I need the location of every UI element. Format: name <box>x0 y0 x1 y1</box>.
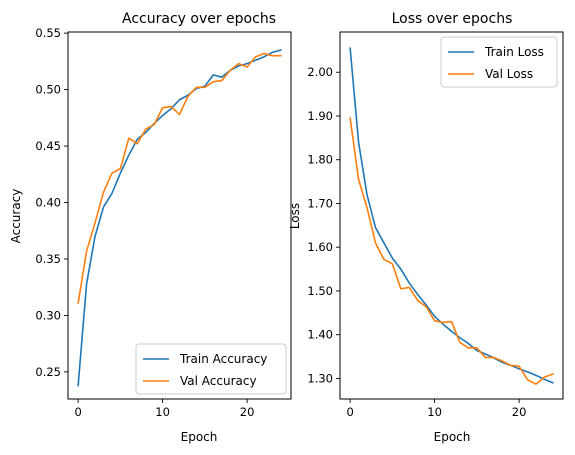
accuracy-legend-label-train: Train Accuracy <box>179 352 267 366</box>
accuracy-y-tick-label: 0.35 <box>35 252 61 266</box>
accuracy-chart-title: Accuracy over epochs <box>122 11 276 27</box>
accuracy-y-tick-label: 0.40 <box>35 196 61 210</box>
accuracy-series-line-val <box>77 52 282 304</box>
loss-x-tick-label: 0 <box>346 405 353 419</box>
loss-y-axis-label: Loss <box>288 203 302 229</box>
accuracy-y-tick-label: 0.30 <box>35 308 61 322</box>
loss-plot-frame <box>339 31 564 400</box>
loss-legend-label-train: Train Loss <box>484 45 544 59</box>
loss-y-tick-label: 1.90 <box>307 109 333 123</box>
loss-chart-title: Loss over epochs <box>392 11 513 27</box>
loss-y-tick-label: 1.30 <box>307 371 333 385</box>
accuracy-series-line-train <box>77 49 282 387</box>
accuracy-y-axis-label: Accuracy <box>9 189 23 244</box>
loss-y-tick-label: 1.70 <box>307 196 333 210</box>
loss-x-axis-label: Epoch <box>434 430 471 444</box>
loss-y-tick-label: 1.60 <box>307 240 333 254</box>
loss-series-line-train <box>349 47 554 384</box>
loss-subplot: Loss over epochs Epoch Loss 0 10 20 1.30 1.4… <box>288 11 564 444</box>
loss-series-line-val <box>349 117 554 385</box>
loss-y-tick-label: 1.40 <box>307 328 333 342</box>
accuracy-y-tick-label: 0.55 <box>35 26 61 40</box>
accuracy-y-tick-label: 0.50 <box>35 83 61 97</box>
accuracy-x-axis-label: Epoch <box>181 430 218 444</box>
loss-x-tick-label: 10 <box>427 405 442 419</box>
accuracy-x-tick-label: 0 <box>74 405 81 419</box>
accuracy-legend: Train Accuracy Val Accuracy <box>135 343 287 395</box>
loss-x-tick-label: 20 <box>512 405 527 419</box>
accuracy-subplot: Accuracy over epochs Epoch Accuracy 0 10 2… <box>9 11 292 444</box>
loss-y-tick-label: 1.80 <box>307 153 333 167</box>
accuracy-plot-frame <box>67 31 292 400</box>
accuracy-legend-box <box>135 343 287 395</box>
loss-y-tick-label: 1.50 <box>307 284 333 298</box>
loss-y-tick-label: 2.00 <box>307 65 333 79</box>
accuracy-x-tick-label: 10 <box>155 405 170 419</box>
accuracy-y-tick-label: 0.45 <box>35 139 61 153</box>
accuracy-legend-label-val: Val Accuracy <box>180 374 257 388</box>
accuracy-y-tick-label: 0.25 <box>35 365 61 379</box>
loss-legend: Train Loss Val Loss <box>440 36 558 88</box>
accuracy-x-tick-label: 20 <box>240 405 255 419</box>
loss-legend-label-val: Val Loss <box>485 67 533 81</box>
